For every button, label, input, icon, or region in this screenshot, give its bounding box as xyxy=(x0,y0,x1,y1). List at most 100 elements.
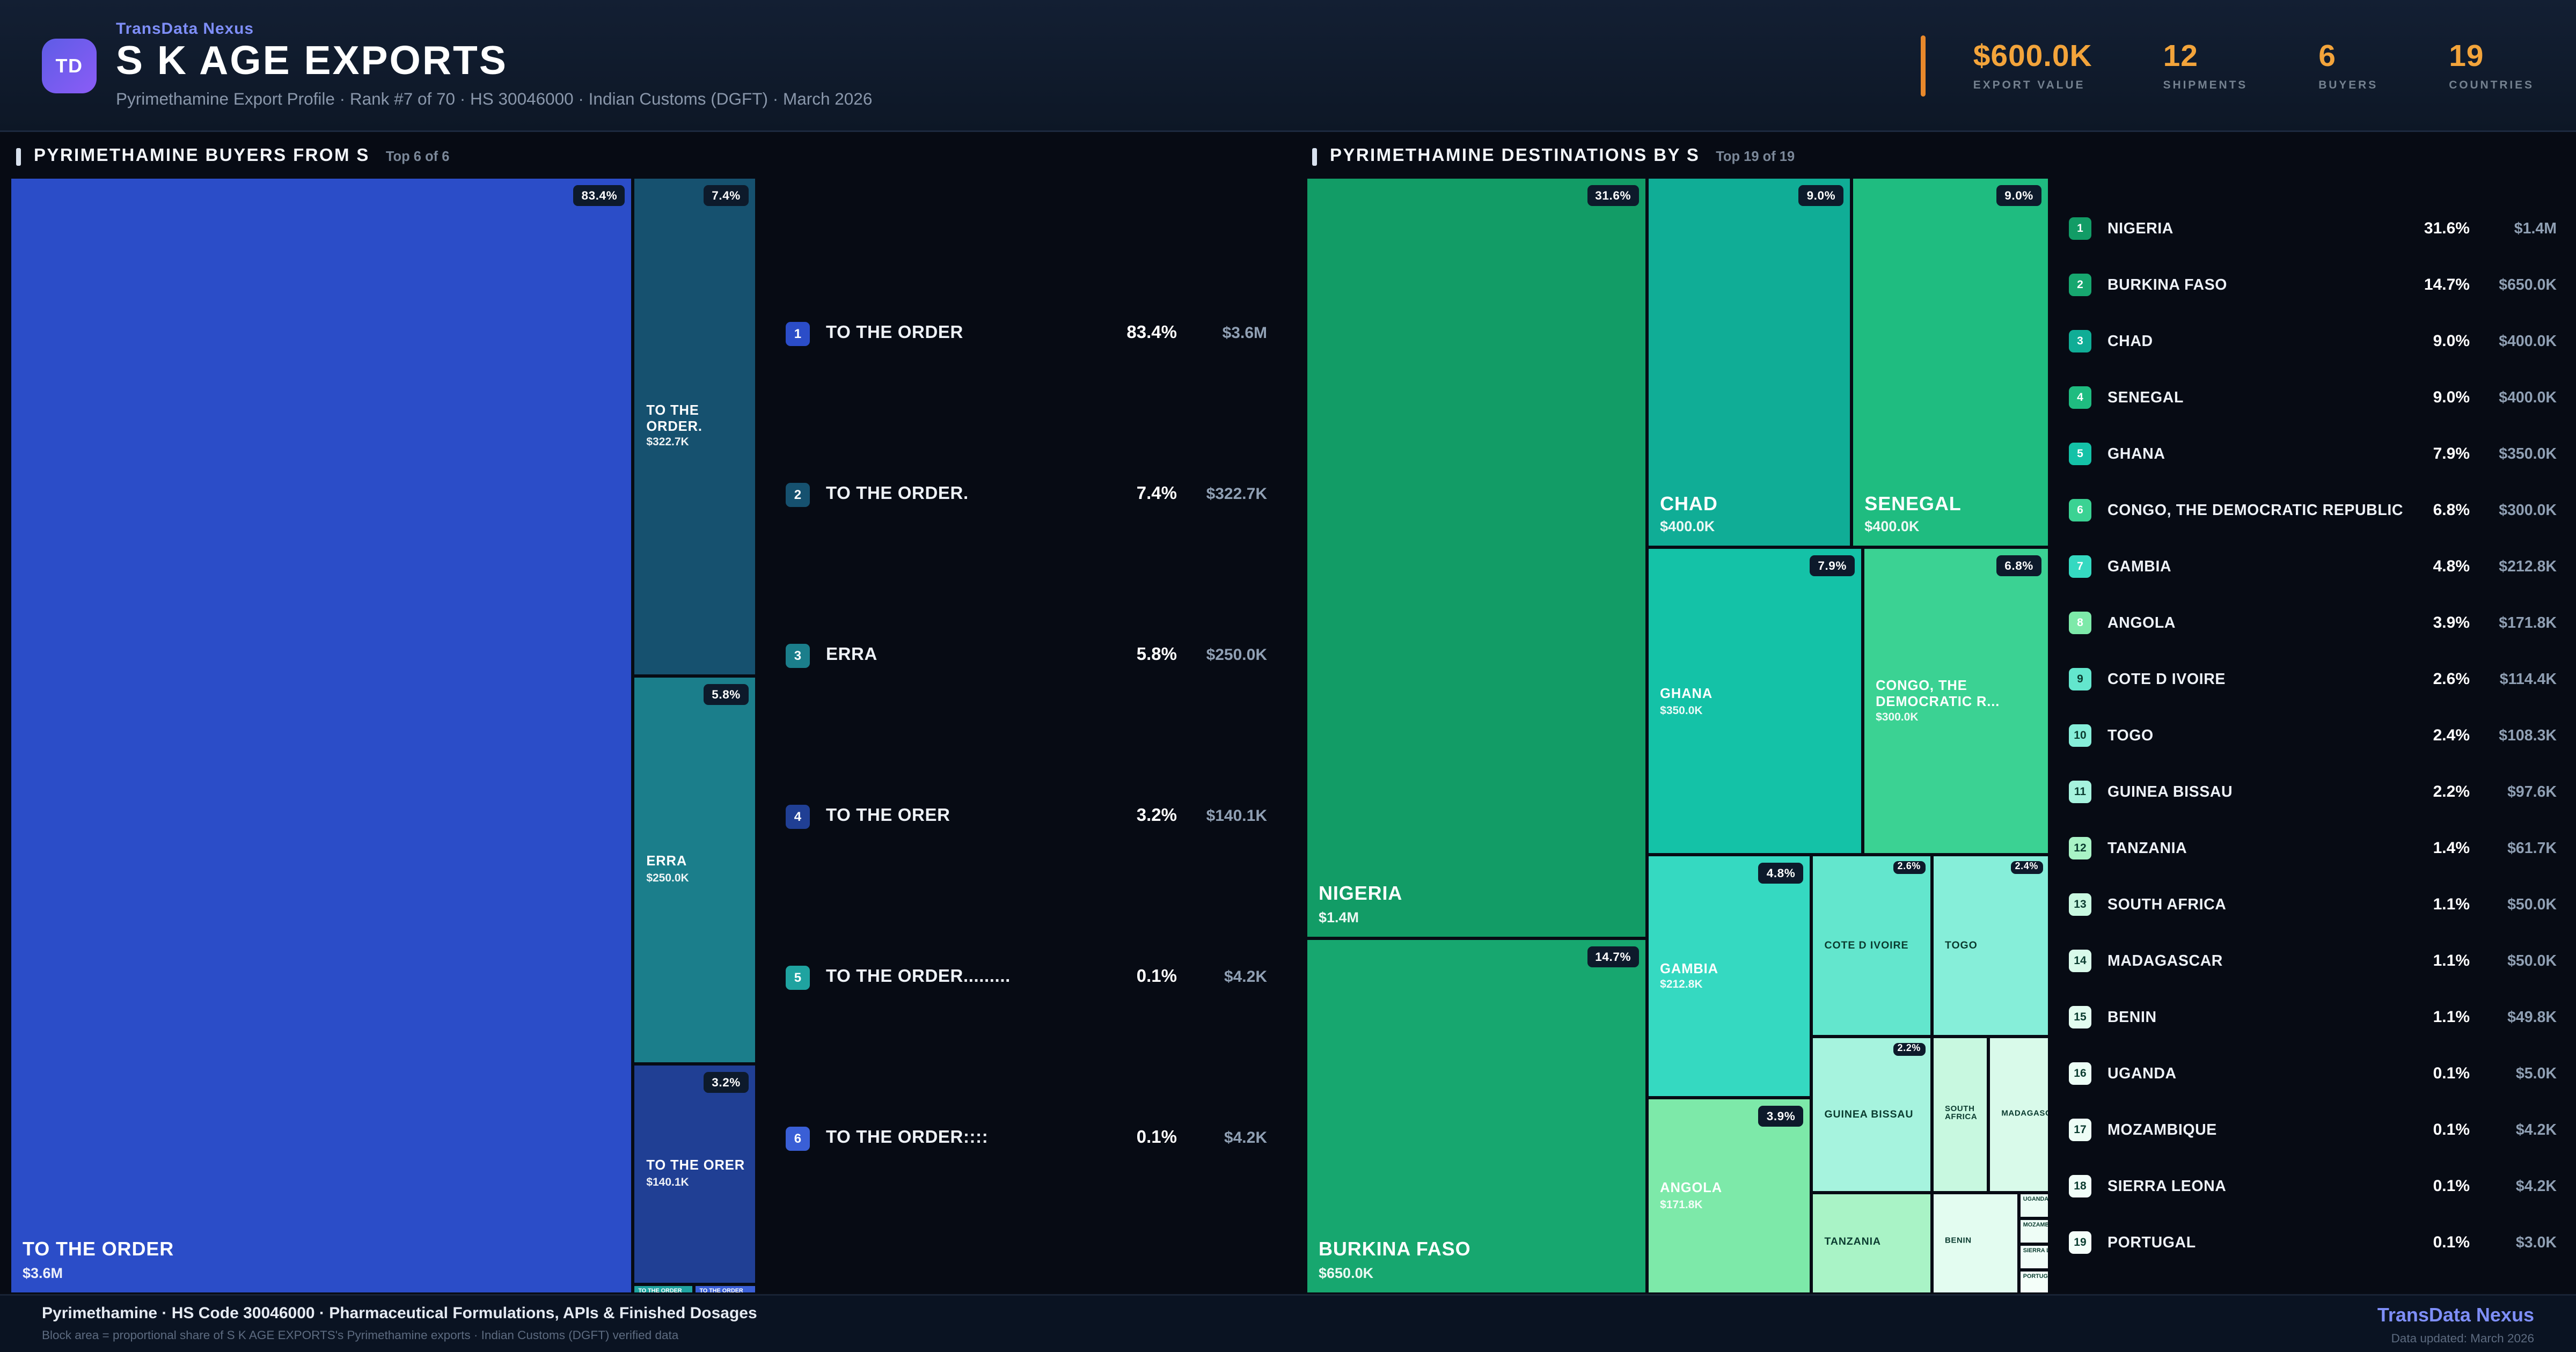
treemap-block-uganda[interactable]: UGANDA xyxy=(2018,1192,2050,1218)
legend-row-angola[interactable]: 8 ANGOLA 3.9% $171.8K xyxy=(2069,595,2557,651)
treemap-block-guinea-bissau[interactable]: 2.2% GUINEA BISSAU xyxy=(1811,1037,1932,1193)
legend-row-ghana[interactable]: 5 GHANA 7.9% $350.0K xyxy=(2069,426,2557,482)
legend-row-to-the-order[interactable]: 5 TO THE ORDER......... 0.1% $4.2K xyxy=(786,958,1267,996)
block-name: TO THE ORDER xyxy=(699,1287,743,1294)
legend-name: GAMBIA xyxy=(2107,557,2172,576)
legend-share: 7.4% xyxy=(1136,484,1177,504)
block-name: GHANA xyxy=(1660,685,1713,701)
stat-value: 6 xyxy=(2318,39,2336,74)
treemap-block-togo[interactable]: 2.4% TOGO xyxy=(1932,855,2050,1038)
block-share-badge: 4.8% xyxy=(1758,863,1804,884)
legend-row-gambia[interactable]: 7 GAMBIA 4.8% $212.8K xyxy=(2069,539,2557,595)
block-label: ANGOLA $171.8K xyxy=(1660,1179,1803,1211)
app-logo: TD xyxy=(42,38,97,93)
legend-row-to-the-order[interactable]: 6 TO THE ORDER:::: 0.1% $4.2K xyxy=(786,1119,1267,1157)
rank-chip: 15 xyxy=(2069,1006,2091,1028)
treemap-block-south-africa[interactable]: SOUTH AFRICA xyxy=(1932,1037,1989,1193)
legend-row-cote-d-ivoire[interactable]: 9 COTE D IVOIRE 2.6% $114.4K xyxy=(2069,651,2557,708)
legend-row-sierra-leona[interactable]: 18 SIERRA LEONA 0.1% $4.2K xyxy=(2069,1158,2557,1215)
legend-name: TO THE ORDER xyxy=(826,324,963,343)
block-label: CONGO, THE DEMOCRATIC R... $300.0K xyxy=(1876,677,2041,724)
legend-name: BURKINA FASO xyxy=(2107,276,2228,294)
legend-share: 14.7% xyxy=(2424,276,2470,294)
legend-share: 1.4% xyxy=(2433,839,2470,857)
block-name: BURKINA FASO xyxy=(1319,1238,1471,1261)
block-name: SIERRA LEONA xyxy=(2023,1247,2048,1254)
legend-value: $350.0K xyxy=(2499,445,2557,463)
legend-share: 1.1% xyxy=(2433,1008,2470,1026)
treemap-block-cote-d-ivoire[interactable]: 2.6% COTE D IVOIRE xyxy=(1811,855,1932,1038)
legend-name: GHANA xyxy=(2107,445,2165,463)
legend-row-congo-the-democratic-republic-of-the[interactable]: 6 CONGO, THE DEMOCRATIC REPUBLIC OF THE 6.… xyxy=(2069,482,2557,539)
legend-value: $250.0K xyxy=(1206,646,1267,664)
legend-name: PORTUGAL xyxy=(2107,1233,2196,1252)
treemap-block-to-the-order[interactable]: TO THE ORDER xyxy=(633,1284,695,1294)
legend-value: $400.0K xyxy=(2499,332,2557,350)
buyers-panel: PYRIMETHAMINE BUYERS FROM S Top 6 of 6 8… xyxy=(10,135,1290,1294)
legend-row-senegal[interactable]: 4 SENEGAL 9.0% $400.0K xyxy=(2069,370,2557,426)
legend-row-guinea-bissau[interactable]: 11 GUINEA BISSAU 2.2% $97.6K xyxy=(2069,764,2557,820)
treemap-block-to-the-order[interactable]: 83.4% TO THE ORDER $3.6M xyxy=(10,177,634,1294)
treemap-block-senegal[interactable]: 9.0% SENEGAL $400.0K xyxy=(1851,177,2050,548)
legend-row-burkina-faso[interactable]: 2 BURKINA FASO 14.7% $650.0K xyxy=(2069,257,2557,313)
legend-row-chad[interactable]: 3 CHAD 9.0% $400.0K xyxy=(2069,313,2557,370)
legend-row-south-africa[interactable]: 13 SOUTH AFRICA 1.1% $50.0K xyxy=(2069,877,2557,933)
legend-row-nigeria[interactable]: 1 NIGERIA 31.6% $1.4M xyxy=(2069,201,2557,257)
treemap-block-gambia[interactable]: 4.8% GAMBIA $212.8K xyxy=(1647,855,1812,1098)
legend-row-to-the-orer[interactable]: 4 TO THE ORER 3.2% $140.1K xyxy=(786,797,1267,835)
legend-share: 2.6% xyxy=(2433,670,2470,688)
treemap-block-portugal[interactable]: PORTUGAL xyxy=(2018,1269,2050,1294)
rank-chip: 19 xyxy=(2069,1231,2091,1254)
legend-share: 3.9% xyxy=(2433,614,2470,632)
treemap-block-burkina-faso[interactable]: 14.7% BURKINA FASO $650.0K xyxy=(1306,937,1648,1294)
treemap-block-congo-the-democratic-republic-of-the[interactable]: 6.8% CONGO, THE DEMOCRATIC R... $300.0K xyxy=(1863,548,2050,855)
legend-row-benin[interactable]: 15 BENIN 1.1% $49.8K xyxy=(2069,989,2557,1046)
legend-row-to-the-order[interactable]: 1 TO THE ORDER 83.4% $3.6M xyxy=(786,314,1267,352)
legend-value: $322.7K xyxy=(1206,485,1267,503)
legend-name: SOUTH AFRICA xyxy=(2107,895,2227,914)
treemap-block-angola[interactable]: 3.9% ANGOLA $171.8K xyxy=(1647,1097,1812,1294)
treemap-block-sierra-leona[interactable]: SIERRA LEONA xyxy=(2018,1244,2050,1270)
legend-row-portugal[interactable]: 19 PORTUGAL 0.1% $3.0K xyxy=(2069,1215,2557,1271)
legend-name: NIGERIA xyxy=(2107,219,2174,238)
block-name: ERRA xyxy=(646,853,687,869)
treemap-block-to-the-order[interactable]: TO THE ORDER xyxy=(694,1284,757,1294)
panel-accent-bar xyxy=(16,147,21,165)
treemap-block-nigeria[interactable]: 31.6% NIGERIA $1.4M xyxy=(1306,177,1648,938)
legend-row-uganda[interactable]: 16 UGANDA 0.1% $5.0K xyxy=(2069,1046,2557,1102)
legend-share: 0.1% xyxy=(1136,1128,1177,1148)
legend-name: TOGO xyxy=(2107,726,2154,745)
legend-name: TO THE ORDER:::: xyxy=(826,1128,989,1148)
legend-row-madagascar[interactable]: 14 MADAGASCAR 1.1% $50.0K xyxy=(2069,933,2557,989)
rank-chip: 6 xyxy=(2069,499,2091,521)
treemap-block-benin[interactable]: BENIN xyxy=(1932,1192,2018,1294)
treemap-block-madagascar[interactable]: MADAGASCAR xyxy=(1988,1037,2050,1193)
treemap-block-to-the-order[interactable]: 7.4% TO THE ORDER. $322.7K xyxy=(633,177,757,675)
treemap-block-chad[interactable]: 9.0% CHAD $400.0K xyxy=(1647,177,1852,548)
treemap-block-tanzania[interactable]: TANZANIA xyxy=(1811,1192,1932,1294)
legend-share: 1.1% xyxy=(2433,895,2470,914)
block-share-badge: 9.0% xyxy=(1798,185,1844,206)
block-label: SENEGAL $400.0K xyxy=(1864,492,2041,535)
legend-value: $3.6M xyxy=(1222,324,1267,342)
legend-row-erra[interactable]: 3 ERRA 5.8% $250.0K xyxy=(786,636,1267,674)
legend-row-tanzania[interactable]: 12 TANZANIA 1.4% $61.7K xyxy=(2069,820,2557,877)
destinations-panel-header: PYRIMETHAMINE DESTINATIONS BY S Top 19 o… xyxy=(1306,135,2566,177)
block-label: UGANDA xyxy=(2023,1196,2048,1202)
rank-chip: 9 xyxy=(2069,668,2091,690)
treemap-block-to-the-orer[interactable]: 3.2% TO THE ORER $140.1K xyxy=(633,1064,757,1284)
rank-chip: 3 xyxy=(2069,330,2091,352)
block-share-badge: 31.6% xyxy=(1587,185,1640,206)
treemap-block-mozambique[interactable]: MOZAMBIQUE xyxy=(2018,1218,2050,1244)
treemap-block-erra[interactable]: 5.8% ERRA $250.0K xyxy=(633,675,757,1064)
legend-row-to-the-order[interactable]: 2 TO THE ORDER. 7.4% $322.7K xyxy=(786,475,1267,513)
legend-name: TANZANIA xyxy=(2107,839,2187,857)
treemap-block-ghana[interactable]: 7.9% GHANA $350.0K xyxy=(1647,548,1863,855)
block-share-badge: 6.8% xyxy=(1996,556,2041,577)
block-name: MADAGASCAR xyxy=(2001,1108,2048,1119)
legend-row-mozambique[interactable]: 17 MOZAMBIQUE 0.1% $4.2K xyxy=(2069,1102,2557,1158)
legend-name: TO THE ORDER. xyxy=(826,484,969,504)
legend-share: 2.2% xyxy=(2433,783,2470,801)
legend-name: GUINEA BISSAU xyxy=(2107,783,2233,801)
legend-row-togo[interactable]: 10 TOGO 2.4% $108.3K xyxy=(2069,708,2557,764)
